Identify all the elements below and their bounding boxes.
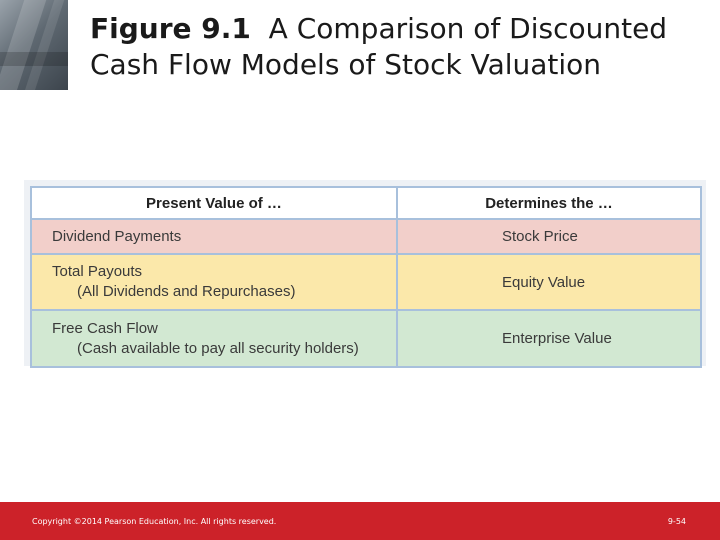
corner-decoration: [0, 0, 68, 90]
cell-determines: Equity Value: [396, 253, 702, 311]
page-number: 9-54: [667, 517, 686, 526]
figure-caption: A Comparison of Discounted Cash Flow Mod…: [90, 12, 668, 81]
header-present-value: Present Value of …: [30, 186, 398, 220]
slide-title: Figure 9.1 A Comparison of Discounted Ca…: [90, 11, 710, 83]
footer-bar: Copyright ©2014 Pearson Education, Inc. …: [0, 502, 720, 540]
table-header-row: Present Value of … Determines the …: [30, 186, 702, 220]
copyright-text: Copyright ©2014 Pearson Education, Inc. …: [32, 517, 277, 526]
table-row: Dividend Payments Stock Price: [30, 218, 702, 255]
cell-main-text: Free Cash Flow: [52, 319, 158, 337]
cell-main-text: Total Payouts: [52, 263, 143, 280]
cell-sub-text: (Cash available to pay all security hold…: [77, 339, 359, 357]
table-row: Total Payouts (All Dividends and Repurch…: [30, 253, 702, 311]
cell-determines: Enterprise Value: [396, 309, 702, 368]
cell-sub-text: (All Dividends and Repurchases): [77, 283, 296, 300]
header-determines: Determines the …: [396, 186, 702, 220]
cell-main-text: Dividend Payments: [52, 227, 182, 245]
cell-present-value: Dividend Payments: [30, 218, 398, 255]
table-row: Free Cash Flow (Cash available to pay al…: [30, 309, 702, 368]
comparison-table: Present Value of … Determines the … Divi…: [30, 186, 702, 368]
cell-present-value: Free Cash Flow (Cash available to pay al…: [30, 309, 398, 368]
cell-present-value: Total Payouts (All Dividends and Repurch…: [30, 253, 398, 311]
figure-number: Figure 9.1: [90, 12, 251, 45]
cell-determines: Stock Price: [396, 218, 702, 255]
comparison-table-frame: Present Value of … Determines the … Divi…: [24, 180, 706, 368]
